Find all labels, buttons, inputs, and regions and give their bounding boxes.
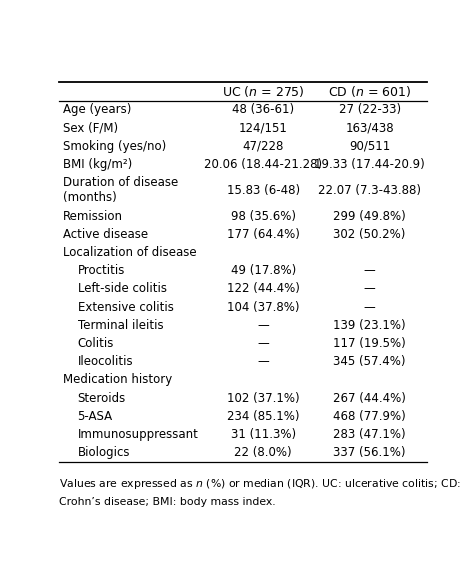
Text: Remission: Remission <box>63 210 123 223</box>
Text: Smoking (yes/no): Smoking (yes/no) <box>63 139 166 153</box>
Text: UC ($\mathit{n}$ = 275): UC ($\mathit{n}$ = 275) <box>222 84 304 99</box>
Text: 117 (19.5%): 117 (19.5%) <box>333 337 406 350</box>
Text: 104 (37.8%): 104 (37.8%) <box>227 301 300 313</box>
Text: Active disease: Active disease <box>63 228 148 241</box>
Text: 98 (35.6%): 98 (35.6%) <box>231 210 296 223</box>
Text: 19.33 (17.44-20.9): 19.33 (17.44-20.9) <box>314 158 425 171</box>
Text: BMI (kg/m²): BMI (kg/m²) <box>63 158 132 171</box>
Text: 15.83 (6-48): 15.83 (6-48) <box>227 184 300 197</box>
Text: 139 (23.1%): 139 (23.1%) <box>333 319 406 332</box>
Text: 337 (56.1%): 337 (56.1%) <box>333 446 406 459</box>
Text: 49 (17.8%): 49 (17.8%) <box>230 264 296 277</box>
Text: 48 (36-61): 48 (36-61) <box>232 103 294 116</box>
Text: 163/438: 163/438 <box>346 122 394 134</box>
Text: —: — <box>364 301 375 313</box>
Text: 22.07 (7.3-43.88): 22.07 (7.3-43.88) <box>318 184 421 197</box>
Text: Age (years): Age (years) <box>63 103 131 116</box>
Text: Values are expressed as $\mathit{n}$ (%) or median (IQR). UC: ulcerative colitis: Values are expressed as $\mathit{n}$ (%)… <box>59 477 461 491</box>
Text: 302 (50.2%): 302 (50.2%) <box>334 228 406 241</box>
Text: 122 (44.4%): 122 (44.4%) <box>227 282 300 295</box>
Text: 102 (37.1%): 102 (37.1%) <box>227 392 300 404</box>
Text: 468 (77.9%): 468 (77.9%) <box>333 410 406 423</box>
Text: —: — <box>364 264 375 277</box>
Text: Proctitis: Proctitis <box>78 264 125 277</box>
Text: Left-side colitis: Left-side colitis <box>78 282 167 295</box>
Text: —: — <box>257 319 269 332</box>
Text: 234 (85.1%): 234 (85.1%) <box>227 410 300 423</box>
Text: 20.06 (18.44-21.28): 20.06 (18.44-21.28) <box>204 158 322 171</box>
Text: 31 (11.3%): 31 (11.3%) <box>230 428 296 441</box>
Text: 5-ASA: 5-ASA <box>78 410 113 423</box>
Text: —: — <box>364 282 375 295</box>
Text: Crohn’s disease; BMI: body mass index.: Crohn’s disease; BMI: body mass index. <box>59 497 276 506</box>
Text: Medication history: Medication history <box>63 373 172 386</box>
Text: —: — <box>257 337 269 350</box>
Text: 124/151: 124/151 <box>239 122 288 134</box>
Text: 267 (44.4%): 267 (44.4%) <box>333 392 406 404</box>
Text: Biologics: Biologics <box>78 446 130 459</box>
Text: Immunosuppressant: Immunosuppressant <box>78 428 199 441</box>
Text: Terminal ileitis: Terminal ileitis <box>78 319 163 332</box>
Text: (months): (months) <box>63 191 117 204</box>
Text: Ileocolitis: Ileocolitis <box>78 355 133 368</box>
Text: 177 (64.4%): 177 (64.4%) <box>227 228 300 241</box>
Text: 283 (47.1%): 283 (47.1%) <box>333 428 406 441</box>
Text: 345 (57.4%): 345 (57.4%) <box>333 355 406 368</box>
Text: CD ($\mathit{n}$ = 601): CD ($\mathit{n}$ = 601) <box>328 84 411 99</box>
Text: —: — <box>257 355 269 368</box>
Text: Colitis: Colitis <box>78 337 114 350</box>
Text: Localization of disease: Localization of disease <box>63 246 197 259</box>
Text: Extensive colitis: Extensive colitis <box>78 301 173 313</box>
Text: Duration of disease: Duration of disease <box>63 176 178 189</box>
Text: Sex (F/M): Sex (F/M) <box>63 122 118 134</box>
Text: Steroids: Steroids <box>78 392 126 404</box>
Text: 27 (22-33): 27 (22-33) <box>338 103 401 116</box>
Text: 299 (49.8%): 299 (49.8%) <box>333 210 406 223</box>
Text: 90/511: 90/511 <box>349 139 390 153</box>
Text: 22 (8.0%): 22 (8.0%) <box>234 446 292 459</box>
Text: 47/228: 47/228 <box>242 139 284 153</box>
